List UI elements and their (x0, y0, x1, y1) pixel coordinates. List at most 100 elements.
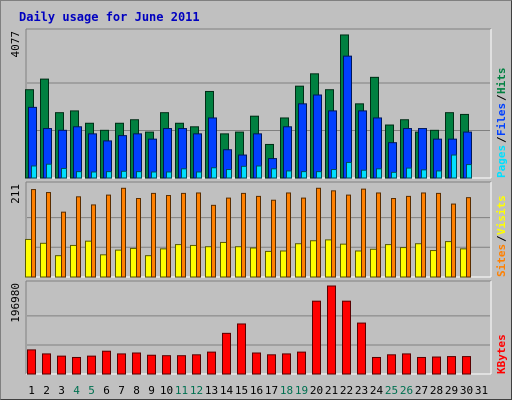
x-tick-27: 27 (415, 384, 428, 397)
bar-kbytes-day-25 (387, 354, 396, 375)
bar-pages-day-26 (406, 167, 412, 179)
x-tick-26: 26 (400, 384, 413, 397)
x-tick-9: 9 (148, 384, 155, 397)
bar-kbytes-day-6 (102, 350, 111, 375)
x-tick-8: 8 (133, 384, 140, 397)
bar-pages-day-30 (466, 164, 472, 179)
x-tick-3: 3 (58, 384, 65, 397)
bar-sites-day-30 (466, 197, 471, 278)
bar-sites-day-10 (166, 195, 171, 278)
bar-kbytes-day-26 (402, 353, 411, 375)
x-tick-6: 6 (103, 384, 110, 397)
chart-title: Daily usage for June 2011 (19, 10, 200, 24)
bar-files-day-4 (73, 126, 82, 179)
bar-pages-day-23 (361, 169, 367, 179)
bar-kbytes-day-11 (177, 355, 186, 375)
bar-sites-day-22 (346, 194, 351, 278)
bar-kbytes-day-16 (252, 352, 261, 375)
bar-sites-day-2 (46, 192, 51, 278)
bar-sites-day-1 (31, 189, 36, 278)
bar-sites-day-7 (121, 187, 126, 278)
bar-kbytes-day-21 (327, 285, 336, 375)
bar-sites-day-13 (211, 204, 216, 278)
bar-sites-day-15 (241, 192, 246, 278)
bar-kbytes-day-22 (342, 300, 351, 375)
bar-files-day-12 (193, 133, 202, 179)
bar-sites-day-5 (91, 204, 96, 278)
bar-pages-day-25 (391, 171, 397, 179)
bar-kbytes-day-7 (117, 353, 126, 375)
bar-sites-day-23 (361, 188, 366, 278)
bar-sites-day-25 (391, 198, 396, 278)
x-tick-10: 10 (160, 384, 173, 397)
bar-pages-day-5 (91, 171, 97, 179)
bar-sites-day-24 (376, 192, 381, 278)
legend-entry-0: Sites (495, 244, 508, 277)
bar-kbytes-day-10 (162, 355, 171, 375)
bar-kbytes-day-20 (312, 300, 321, 375)
bar-kbytes-day-1 (27, 349, 36, 375)
legend-entry-4: Hits (495, 68, 508, 95)
bar-sites-day-28 (436, 192, 441, 278)
bar-pages-day-12 (196, 171, 202, 179)
x-tick-16: 16 (250, 384, 263, 397)
bar-pages-day-6 (106, 171, 112, 179)
x-tick-12: 12 (190, 384, 203, 397)
bar-pages-day-8 (136, 171, 142, 179)
x-tick-29: 29 (445, 384, 458, 397)
bar-pages-day-7 (121, 170, 127, 179)
legend-kbytes: KBytes (495, 334, 508, 374)
bar-kbytes-day-18 (282, 353, 291, 375)
legend-visits-sites: Sites /Visits (495, 195, 508, 277)
bar-files-day-22 (343, 55, 352, 179)
bar-kbytes-day-27 (417, 356, 426, 375)
bar-sites-day-20 (316, 187, 321, 278)
bar-kbytes-day-19 (297, 351, 306, 375)
bar-files-day-20 (313, 94, 322, 179)
bar-sites-day-12 (196, 192, 201, 278)
x-tick-25: 25 (385, 384, 398, 397)
bar-kbytes-day-30 (462, 356, 471, 375)
bar-files-day-10 (163, 128, 172, 179)
legend-entry-3: / (495, 94, 508, 101)
bar-sites-day-17 (271, 199, 276, 278)
bar-pages-day-18 (286, 170, 292, 179)
x-tick-15: 15 (235, 384, 248, 397)
bar-kbytes-day-14 (222, 332, 231, 375)
bar-pages-day-10 (166, 171, 172, 179)
bar-sites-day-4 (76, 196, 81, 278)
bar-pages-day-1 (31, 165, 37, 179)
bar-kbytes-day-9 (147, 354, 156, 375)
bar-kbytes-day-24 (372, 356, 381, 375)
legend-entry-1: / (495, 136, 508, 143)
bar-pages-day-9 (151, 171, 157, 179)
x-tick-22: 22 (340, 384, 353, 397)
bar-sites-day-9 (151, 192, 156, 278)
bar-sites-day-14 (226, 197, 231, 278)
x-tick-14: 14 (220, 384, 234, 397)
x-tick-30: 30 (460, 384, 473, 397)
bar-files-day-21 (328, 110, 337, 179)
legend-entry-2: Files (495, 103, 508, 136)
bar-sites-day-27 (421, 192, 426, 278)
bar-pages-day-16 (256, 165, 262, 179)
x-tick-17: 17 (265, 384, 278, 397)
bar-pages-day-22 (346, 161, 352, 179)
x-tick-20: 20 (310, 384, 323, 397)
x-tick-28: 28 (430, 384, 443, 397)
bar-pages-day-20 (316, 171, 322, 179)
y-max-label: 196980 (9, 283, 22, 323)
x-tick-19: 19 (295, 384, 308, 397)
bar-kbytes-day-28 (432, 356, 441, 375)
bar-kbytes-day-12 (192, 354, 201, 375)
bar-pages-day-29 (451, 154, 457, 179)
bar-kbytes-day-3 (57, 355, 66, 375)
x-tick-31: 31 (475, 384, 488, 397)
x-tick-18: 18 (280, 384, 293, 397)
bar-kbytes-day-5 (87, 355, 96, 375)
bar-sites-day-3 (61, 211, 66, 278)
x-tick-4: 4 (73, 384, 80, 397)
bar-pages-day-11 (181, 168, 187, 179)
